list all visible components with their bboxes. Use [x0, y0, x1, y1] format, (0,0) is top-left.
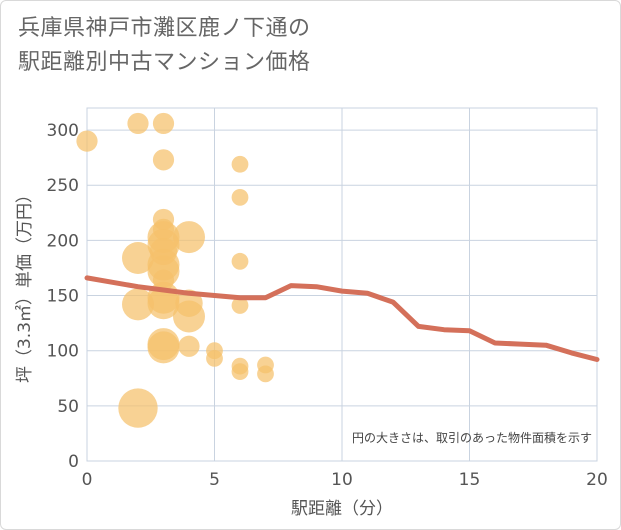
y-tick-label: 150: [47, 287, 79, 307]
data-bubble: [231, 155, 249, 173]
data-bubble: [175, 289, 203, 317]
chart-title: 兵庫県神戸市灘区鹿ノ下通の 駅距離別中古マンション価格: [18, 12, 311, 80]
y-tick-label: 50: [57, 397, 79, 417]
x-tick-label: 20: [586, 470, 608, 490]
data-bubble: [152, 269, 175, 291]
data-bubble: [149, 237, 178, 266]
data-bubble: [152, 149, 175, 171]
data-bubble: [127, 112, 149, 135]
x-tick-label: 10: [331, 470, 353, 490]
data-bubble: [122, 242, 154, 275]
x-tick-label: 0: [82, 470, 93, 490]
data-bubble: [231, 297, 249, 314]
data-bubble: [147, 331, 180, 364]
y-tick-label: 0: [68, 452, 79, 472]
data-bubble: [147, 287, 180, 320]
x-tick-label: 5: [209, 470, 220, 490]
y-axis-label: 坪（3.3㎡）単価（万円）: [15, 186, 35, 383]
chart-title-line-2: 駅距離別中古マンション価格: [18, 50, 311, 75]
x-axis-label: 駅距離（分）: [291, 499, 393, 519]
data-bubble: [231, 188, 249, 206]
data-bubble: [122, 288, 154, 321]
trend-line: [84, 275, 600, 362]
trend-line-group: [84, 275, 600, 362]
chart-title-line-1: 兵庫県神戸市灘区鹿ノ下通の: [18, 16, 311, 41]
data-bubble: [173, 221, 205, 254]
bubble-series: [76, 112, 274, 428]
data-bubble: [152, 112, 175, 135]
y-tick-label: 250: [47, 176, 79, 196]
y-tick-label: 300: [47, 121, 79, 141]
y-tick-label: 200: [47, 231, 79, 251]
plot-border: [86, 107, 598, 462]
data-bubble: [257, 365, 274, 383]
data-bubble: [206, 350, 223, 367]
y-tick-label: 100: [47, 342, 79, 362]
size-annotation: 円の大きさは、取引のあった物件面積を示す: [352, 430, 592, 445]
data-bubble: [118, 388, 158, 428]
data-bubble: [76, 130, 98, 152]
data-bubble: [152, 218, 175, 240]
data-bubble: [231, 252, 249, 270]
x-tick-label: 15: [459, 470, 481, 490]
data-bubble: [178, 335, 200, 357]
data-bubble: [231, 363, 249, 381]
